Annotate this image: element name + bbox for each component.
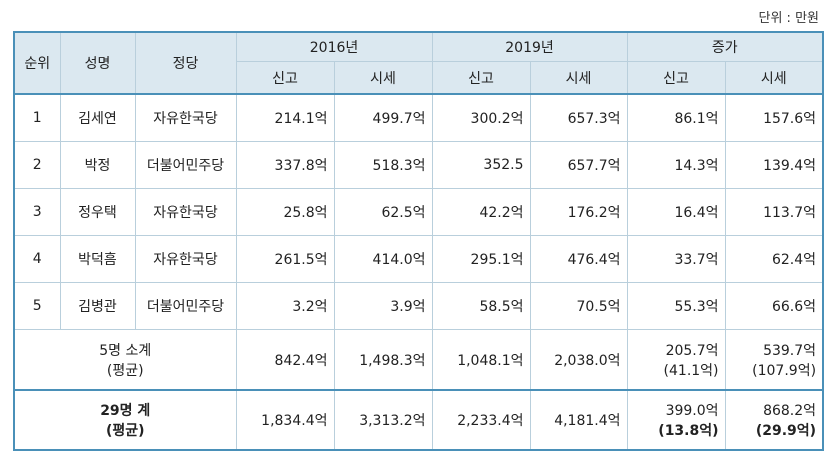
subtotal-increase-declared-avg: (41.1억): [663, 362, 719, 379]
total-2019-market: 4,181.4억: [529, 389, 628, 451]
total-label-main: 29명 계: [100, 403, 151, 419]
cell-increase-declared: 14.3억: [626, 141, 726, 189]
cell-rank: 4: [13, 235, 61, 283]
unit-label: 단위 : 만원: [758, 11, 820, 26]
total-2019-declared: 2,233.4억: [431, 389, 531, 451]
cell-party: 더불어민주당: [134, 282, 237, 330]
subtotal-2019-declared: 1,048.1억: [431, 329, 531, 391]
cell-party: 자유한국당: [134, 235, 237, 283]
subtotal-row: 5명 소계 (평균) 842.4억 1,498.3억 1,048.1억 2,03…: [13, 329, 824, 391]
table-row: 1 김세연 자유한국당 214.1억 499.7억 300.2억 657.3억 …: [13, 93, 824, 142]
subtotal-label-avg: (평균): [106, 362, 144, 379]
cell-rank: 1: [13, 93, 61, 142]
cell-2016-market: 518.3억: [333, 141, 433, 189]
total-label-avg: (평균): [105, 423, 145, 439]
cell-increase-market: 157.6억: [724, 93, 824, 142]
cell-2019-market: 176.2억: [529, 188, 628, 236]
cell-2016-market: 414.0억: [333, 235, 433, 283]
header-2019: 2019년: [431, 31, 628, 62]
header-increase-declared: 신고: [626, 61, 726, 95]
total-label: 29명 계 (평균): [13, 389, 237, 451]
total-increase-declared-value: 399.0억: [665, 403, 719, 419]
cell-name: 김병관: [59, 282, 136, 330]
subtotal-label-main: 5명 소계: [99, 342, 152, 359]
cell-increase-declared: 16.4억: [626, 188, 726, 236]
header-2019-declared: 신고: [431, 61, 531, 95]
total-increase-declared: 399.0억 (13.8억): [626, 389, 726, 451]
header-2016: 2016년: [235, 31, 433, 62]
header-2019-market: 시세: [529, 61, 628, 95]
cell-increase-market: 113.7억: [724, 188, 824, 236]
table-row: 3 정우택 자유한국당 25.8억 62.5억 42.2억 176.2억 16.…: [13, 188, 824, 236]
header-2016-declared: 신고: [235, 61, 335, 95]
total-increase-declared-avg: (13.8억): [658, 423, 719, 439]
header-name: 성명: [59, 31, 136, 95]
cell-2019-market: 657.7억: [529, 141, 628, 189]
header-2016-market: 시세: [333, 61, 433, 95]
cell-2019-declared: 352.5: [431, 141, 531, 189]
cell-rank: 3: [13, 188, 61, 236]
cell-2016-market: 3.9억: [333, 282, 433, 330]
subtotal-increase-declared-value: 205.7억: [665, 342, 719, 359]
subtotal-2016-declared: 842.4억: [235, 329, 335, 391]
table-header: 순위 성명 정당 2016년 2019년 증가 신고 시세 신고 시세 신고 시…: [13, 31, 824, 95]
total-increase-market: 868.2억 (29.9억): [724, 389, 824, 451]
subtotal-increase-market-avg: (107.9억): [752, 362, 817, 379]
total-increase-market-value: 868.2억: [763, 403, 817, 419]
cell-2016-declared: 25.8억: [235, 188, 335, 236]
table-row: 5 김병관 더불어민주당 3.2억 3.9억 58.5억 70.5억 55.3억…: [13, 282, 824, 330]
cell-increase-market: 62.4억: [724, 235, 824, 283]
subtotal-2016-market: 1,498.3억: [333, 329, 433, 391]
cell-2019-declared: 295.1억: [431, 235, 531, 283]
cell-2019-declared: 300.2억: [431, 93, 531, 142]
header-party: 정당: [134, 31, 237, 95]
cell-increase-market: 139.4억: [724, 141, 824, 189]
subtotal-increase-declared: 205.7억 (41.1억): [626, 329, 726, 391]
cell-name: 박덕흠: [59, 235, 136, 283]
table-row: 2 박정 더불어민주당 337.8억 518.3억 352.5 657.7억 1…: [13, 141, 824, 189]
cell-2016-declared: 337.8억: [235, 141, 335, 189]
total-2016-declared: 1,834.4억: [235, 389, 335, 451]
cell-2016-market: 62.5억: [333, 188, 433, 236]
cell-2019-market: 476.4억: [529, 235, 628, 283]
cell-name: 박정: [59, 141, 136, 189]
table-row: 4 박덕흠 자유한국당 261.5억 414.0억 295.1억 476.4억 …: [13, 235, 824, 283]
cell-2019-market: 657.3억: [529, 93, 628, 142]
cell-rank: 5: [13, 282, 61, 330]
cell-2016-declared: 214.1억: [235, 93, 335, 142]
total-row: 29명 계 (평균) 1,834.4억 3,313.2억 2,233.4억 4,…: [13, 389, 824, 451]
cell-name: 김세연: [59, 93, 136, 142]
total-2016-market: 3,313.2억: [333, 389, 433, 451]
total-increase-market-avg: (29.9억): [755, 423, 817, 439]
cell-2016-market: 499.7억: [333, 93, 433, 142]
cell-name: 정우택: [59, 188, 136, 236]
cell-party: 더불어민주당: [134, 141, 237, 189]
cell-2019-declared: 42.2억: [431, 188, 531, 236]
cell-2019-declared: 58.5억: [431, 282, 531, 330]
subtotal-increase-market: 539.7억 (107.9억): [724, 329, 824, 391]
header-rank: 순위: [13, 31, 61, 95]
cell-2016-declared: 261.5억: [235, 235, 335, 283]
assets-table: 순위 성명 정당 2016년 2019년 증가 신고 시세 신고 시세 신고 시…: [13, 31, 825, 451]
cell-increase-declared: 55.3억: [626, 282, 726, 330]
cell-2016-declared: 3.2억: [235, 282, 335, 330]
cell-rank: 2: [13, 141, 61, 189]
subtotal-2019-market: 2,038.0억: [529, 329, 628, 391]
header-increase: 증가: [626, 31, 824, 62]
cell-increase-declared: 33.7억: [626, 235, 726, 283]
cell-party: 자유한국당: [134, 93, 237, 142]
cell-2019-market: 70.5억: [529, 282, 628, 330]
subtotal-increase-market-value: 539.7억: [763, 342, 817, 359]
cell-increase-declared: 86.1억: [626, 93, 726, 142]
header-increase-market: 시세: [724, 61, 824, 95]
cell-increase-market: 66.6억: [724, 282, 824, 330]
subtotal-label: 5명 소계 (평균): [13, 329, 237, 391]
cell-party: 자유한국당: [134, 188, 237, 236]
